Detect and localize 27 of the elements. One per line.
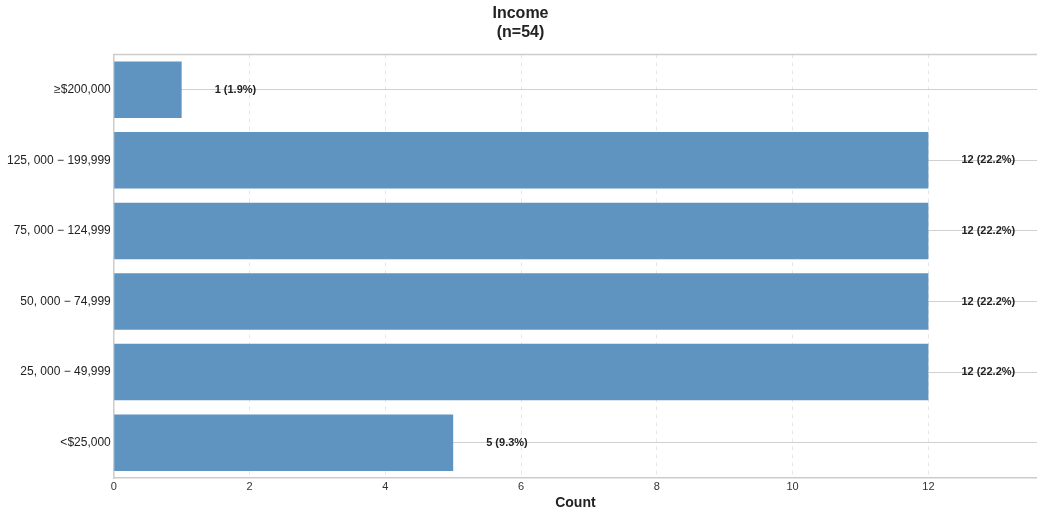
y-tick-label: 25, 000 − 49,999 [20, 364, 112, 379]
chart-title: Income (n=54) [492, 4, 549, 41]
y-tick-label: 50, 000 − 74,999 [20, 293, 112, 308]
bar [114, 273, 929, 330]
x-axis-title: Count [555, 494, 596, 511]
y-tick-label: 125, 000 − 199,999 [7, 152, 112, 167]
x-tick-label: 10 [786, 479, 799, 492]
x-tick-label: 6 [518, 479, 525, 492]
x-tick-label: 0 [110, 479, 117, 492]
x-tick-label: 8 [653, 479, 660, 492]
bar [114, 414, 454, 471]
x-tick-label: 4 [382, 479, 389, 492]
x-tick-label: 12 [922, 479, 935, 492]
bar [114, 202, 929, 260]
data-label: 12 (22.2%) [961, 294, 1016, 307]
data-label: 12 (22.2%) [961, 153, 1016, 166]
data-label: 12 (22.2%) [961, 223, 1016, 236]
y-tick-label: 75, 000 − 124,999 [13, 223, 112, 238]
data-label: 1 (1.9%) [214, 82, 257, 95]
y-tick-label: ≥$200,000 [54, 82, 112, 97]
y-tick-label: <$25,000 [60, 435, 112, 450]
bar [114, 61, 182, 118]
bar [114, 343, 929, 401]
bar [114, 132, 929, 189]
x-tick-label: 2 [246, 479, 253, 492]
data-label: 12 (22.2%) [961, 365, 1016, 378]
data-label: 5 (9.3%) [486, 435, 529, 448]
